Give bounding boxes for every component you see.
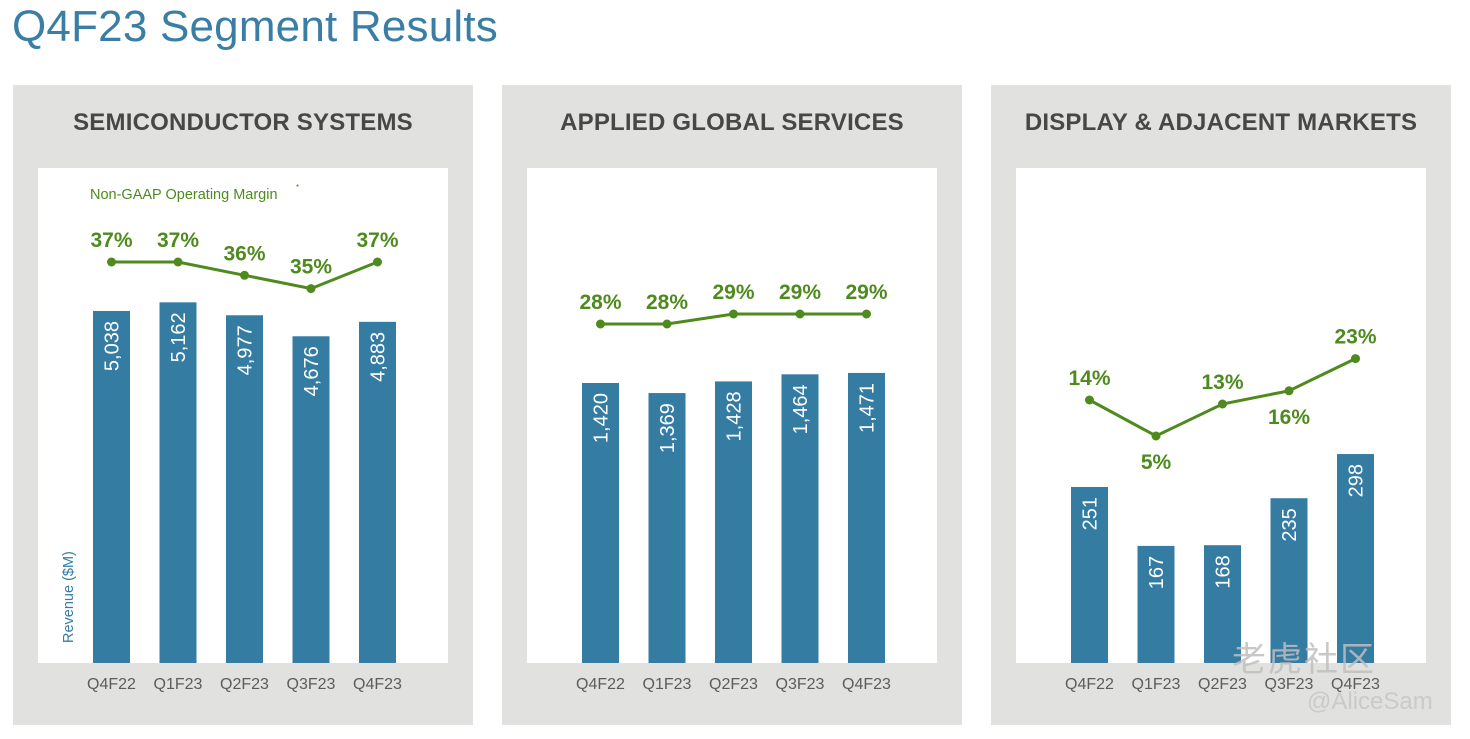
x-tick-label: Q2F23 [1198,676,1247,693]
margin-point [1218,399,1227,409]
margin-label: 36% [223,242,265,265]
x-tick-label: Q4F23 [353,676,402,693]
x-tick-label: Q1F23 [154,676,203,693]
margin-point [862,309,871,319]
bar-q1f23 [1137,545,1175,663]
x-tick-label: Q4F22 [1065,676,1114,693]
x-tick-label: Q4F23 [1331,676,1380,693]
bar-q4f22 [93,311,130,663]
bar-value-label: 1,420 [591,393,613,443]
bar-q4f23 [359,321,396,663]
margin-label: 28% [646,291,688,314]
bar-value-label: 168 [1213,555,1235,588]
x-tick-label: Q4F23 [842,676,891,693]
x-tick-label: Q3F23 [1265,676,1314,693]
margin-point [306,284,316,294]
margin-label: 35% [290,256,332,279]
chart-applied-global-services: 1,420 1,369 1,428 1,464 1,471 Q4F22 Q1F23 Q2F23… [527,168,937,693]
x-tick-label: Q2F23 [709,676,758,693]
bar-value-label: 5,038 [102,321,124,371]
bar-value-label: 4,977 [235,325,257,375]
bar-q4f23 [1337,454,1374,663]
margin-label: 37% [90,229,132,252]
panel-title: APPLIED GLOBAL SERVICES [560,109,904,136]
chart-display-adjacent-markets: 251 167 168 235 298 Q4F22 Q1F23 Q2F23 Q3F23 Q4F23… [1016,168,1426,693]
panel-title: DISPLAY & ADJACENT MARKETS [1024,109,1418,136]
bar-value-label: 251 [1080,497,1102,530]
x-tick-label: Q1F23 [643,676,692,693]
margin-point [596,319,605,329]
margin-point [1351,354,1360,364]
x-tick-label: Q4F22 [576,676,625,693]
watermark-handle: @AliceSam [1307,688,1433,715]
bar-value-label: 4,883 [368,332,390,382]
bar-q2f23 [226,315,263,663]
margin-label: 5% [1141,451,1172,474]
bar-value-label: 1,428 [724,391,746,441]
margin-point [729,309,738,319]
margin-point [662,319,672,329]
bar-value-label: 1,369 [657,403,679,453]
margin-point [173,257,183,267]
page-title: Q4F23 Segment Results [12,2,498,51]
bar-value-label: 167 [1146,556,1168,589]
panel-title: SEMICONDUCTOR SYSTEMS [73,109,413,136]
bar-q4f22 [582,383,619,663]
bar-value-label: 5,162 [168,312,190,362]
x-tick-label: Q2F23 [220,676,269,693]
margin-label: 23% [1334,326,1376,349]
margin-label: 14% [1068,367,1110,390]
bar-q3f23 [781,374,819,663]
bar-q3f23 [292,336,330,663]
x-tick-label: Q1F23 [1132,676,1181,693]
bar-value-label: 1,464 [790,384,812,434]
bar-q2f23 [1204,545,1241,663]
bar-value-label: 1,471 [857,383,879,433]
bar-value-label: 4,676 [301,346,323,396]
margin-label: 29% [845,281,887,304]
margin-point [795,309,805,319]
margin-point [1085,395,1094,405]
bar-q2f23 [715,381,752,663]
margin-label: 28% [579,291,621,314]
chart-semiconductor-systems: 5,038 5,162 4,977 4,676 4,883 Q4F22 Q1F23 Q2F23… [38,168,448,693]
margin-label: 16% [1268,406,1310,429]
margin-label: 13% [1201,371,1243,394]
margin-point [373,257,382,267]
bar-q4f23 [848,372,885,663]
panel-applied-global-services: APPLIED GLOBAL SERVICES 1,420 1,369 1,428 1… [502,85,962,725]
x-tick-label: Q3F23 [287,676,336,693]
margin-label: 29% [779,281,821,304]
margin-label: 29% [712,281,754,304]
margin-point [1151,431,1161,441]
margin-point [107,257,116,267]
bar-q4f22 [1071,487,1108,663]
bar-q1f23 [159,302,197,663]
bar-q1f23 [648,393,686,663]
panel-display-adjacent-markets: DISPLAY & ADJACENT MARKETS 251 167 168 235 2… [991,85,1451,725]
margin-label: 37% [356,229,398,252]
bar-q3f23 [1270,498,1308,663]
y-axis-label: Revenue ($M) [61,551,77,643]
watermark-logo: 老虎社区 [1232,641,1376,679]
panel-semiconductor-systems: SEMICONDUCTOR SYSTEMS 5,038 5,162 4,977 4,6… [13,85,473,725]
bar-value-label: 235 [1279,508,1301,541]
x-tick-label: Q4F22 [87,676,136,693]
bar-value-label: 298 [1346,464,1368,497]
margin-point [240,270,249,280]
legend-label: Non-GAAP Operating Margin [90,187,278,203]
legend-superscript: * [296,183,299,192]
margin-label: 37% [157,229,199,252]
margin-point [1284,386,1294,396]
x-tick-label: Q3F23 [776,676,825,693]
